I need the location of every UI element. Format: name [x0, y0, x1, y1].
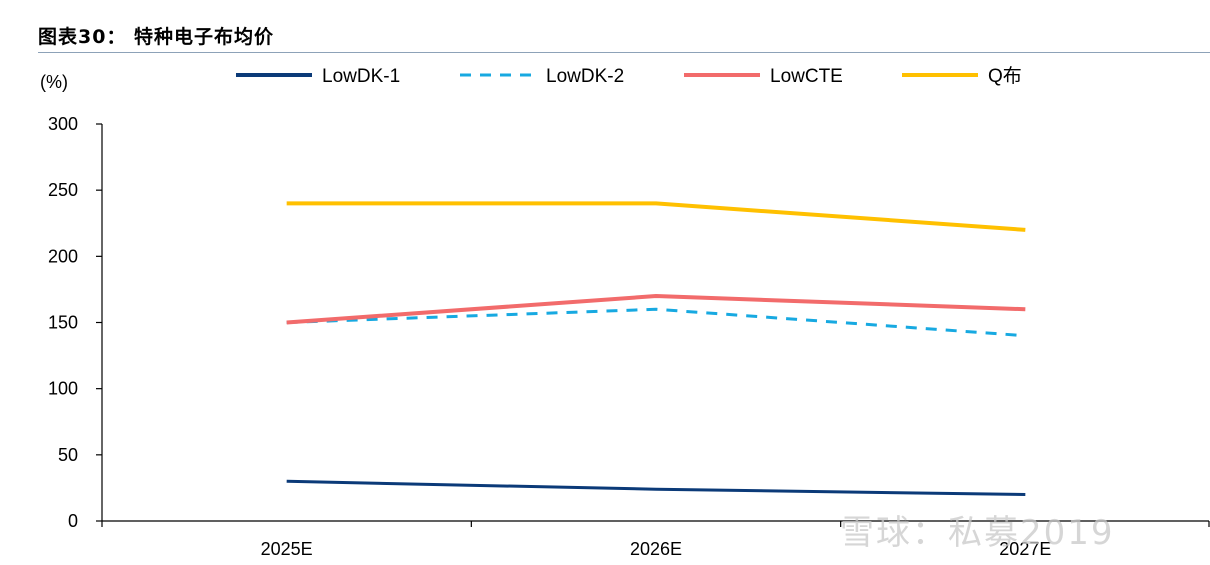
legend-label: LowDK-2: [546, 66, 624, 87]
y-tick-label: 300: [48, 114, 78, 134]
chart-series: [286, 201, 1026, 497]
watermark: 雪球：私募2019: [840, 513, 1115, 553]
x-tick-label: 2025E: [261, 539, 313, 559]
y-tick-label: 150: [48, 313, 78, 333]
title-divider: [38, 52, 1210, 53]
legend-label: LowDK-1: [322, 66, 400, 87]
x-tick-label: 2026E: [630, 539, 682, 559]
series-line-lowdk-1: [286, 479, 1026, 497]
figure-title: 图表30： 特种电子布均价: [38, 26, 275, 48]
series-line-q: [286, 201, 1026, 232]
y-tick-label: 200: [48, 246, 78, 266]
x-tick-label: 2027E: [999, 539, 1051, 559]
series-line-lowdk-2: [286, 307, 1026, 338]
y-tick-label: 50: [58, 445, 78, 465]
legend-label: LowCTE: [770, 66, 843, 87]
y-tick-label: 100: [48, 379, 78, 399]
legend-label: Q布: [988, 65, 1022, 87]
y-tick-label: 0: [68, 511, 78, 531]
chart-legend: LowDK-1 LowDK-2 LowCTE Q布: [236, 65, 1022, 87]
series-line-lowcte: [286, 294, 1026, 325]
y-axis-unit-label: (%): [40, 72, 68, 92]
y-tick-label: 250: [48, 180, 78, 200]
chart-axes: 0 50 100 150 200 250 300 2025E 2026E 2027E: [48, 114, 1210, 559]
